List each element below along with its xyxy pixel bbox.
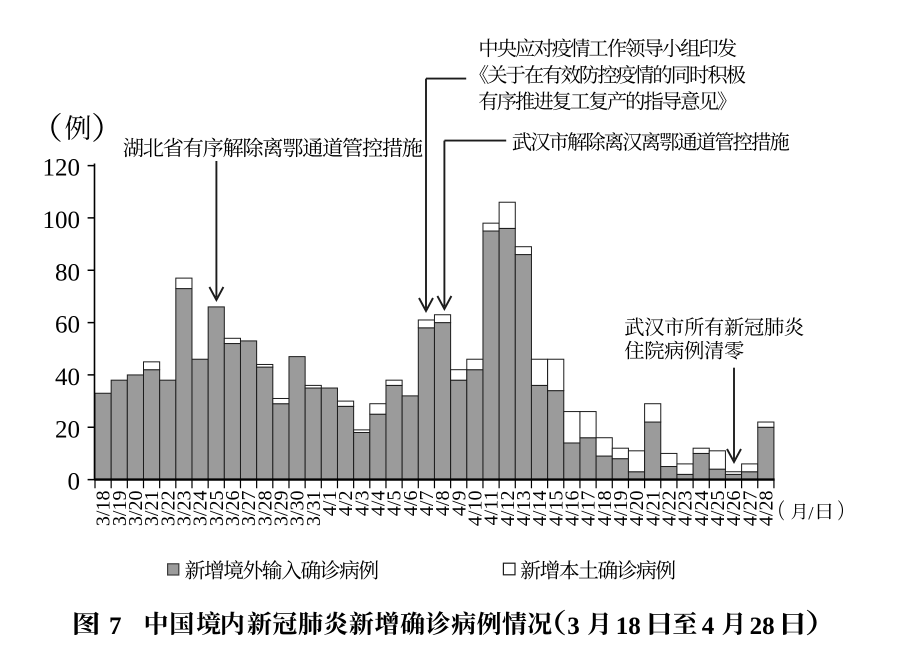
svg-text:7: 7 xyxy=(109,613,122,640)
svg-text:60: 60 xyxy=(55,312,80,339)
svg-text:3/18: 3/18 xyxy=(93,491,115,527)
svg-text:4/1: 4/1 xyxy=(319,491,341,517)
svg-text:4/27: 4/27 xyxy=(739,491,761,527)
svg-text:4/6: 4/6 xyxy=(400,491,422,517)
svg-text:4/20: 4/20 xyxy=(626,491,648,527)
svg-text:4/15: 4/15 xyxy=(545,491,567,527)
svg-text:40: 40 xyxy=(55,364,80,391)
svg-text:4/22: 4/22 xyxy=(658,491,680,527)
svg-text:28: 28 xyxy=(750,613,775,640)
svg-text:4/3: 4/3 xyxy=(351,491,373,517)
svg-text:3/21: 3/21 xyxy=(141,491,163,527)
svg-text:4/23: 4/23 xyxy=(675,491,697,527)
svg-text:3: 3 xyxy=(567,613,580,640)
svg-text:3/25: 3/25 xyxy=(206,491,228,527)
svg-text:4/11: 4/11 xyxy=(481,491,503,526)
svg-text:120: 120 xyxy=(43,155,81,182)
svg-text:18: 18 xyxy=(616,613,641,640)
svg-text:4: 4 xyxy=(702,613,715,640)
svg-text:4/24: 4/24 xyxy=(691,491,713,527)
svg-text:4/14: 4/14 xyxy=(529,491,551,527)
svg-text:3/31: 3/31 xyxy=(303,491,325,527)
svg-text:3/30: 3/30 xyxy=(287,491,309,527)
svg-text:4/4: 4/4 xyxy=(367,491,389,517)
svg-text:4/12: 4/12 xyxy=(497,491,519,527)
svg-text:4/13: 4/13 xyxy=(513,491,535,527)
svg-text:4/8: 4/8 xyxy=(432,491,454,517)
svg-text:4/5: 4/5 xyxy=(384,491,406,517)
svg-text:4/26: 4/26 xyxy=(723,491,745,527)
svg-text:4/18: 4/18 xyxy=(594,491,616,527)
svg-text:4/25: 4/25 xyxy=(707,491,729,527)
svg-text:0: 0 xyxy=(68,469,81,496)
svg-text:3/19: 3/19 xyxy=(109,491,131,527)
svg-text:3/23: 3/23 xyxy=(174,491,196,527)
svg-text:20: 20 xyxy=(55,416,80,443)
svg-text:4/10: 4/10 xyxy=(464,491,486,527)
svg-text:100: 100 xyxy=(43,207,81,234)
svg-text:3/27: 3/27 xyxy=(238,491,260,527)
svg-text:/: / xyxy=(808,504,814,525)
svg-text:4/17: 4/17 xyxy=(578,491,600,527)
svg-text:3/20: 3/20 xyxy=(125,491,147,527)
svg-text:3/26: 3/26 xyxy=(222,491,244,527)
svg-text:4/9: 4/9 xyxy=(448,491,470,517)
svg-text:3/22: 3/22 xyxy=(157,491,179,527)
svg-text:4/2: 4/2 xyxy=(335,491,357,517)
svg-text:4/21: 4/21 xyxy=(642,491,664,527)
svg-text:80: 80 xyxy=(55,259,80,286)
svg-text:4/16: 4/16 xyxy=(561,491,583,527)
svg-text:4/7: 4/7 xyxy=(416,491,438,517)
svg-text:3/24: 3/24 xyxy=(190,491,212,527)
svg-text:3/28: 3/28 xyxy=(254,491,276,527)
svg-text:4/28: 4/28 xyxy=(755,491,777,527)
svg-text:4/19: 4/19 xyxy=(610,491,632,527)
svg-text:3/29: 3/29 xyxy=(271,491,293,527)
